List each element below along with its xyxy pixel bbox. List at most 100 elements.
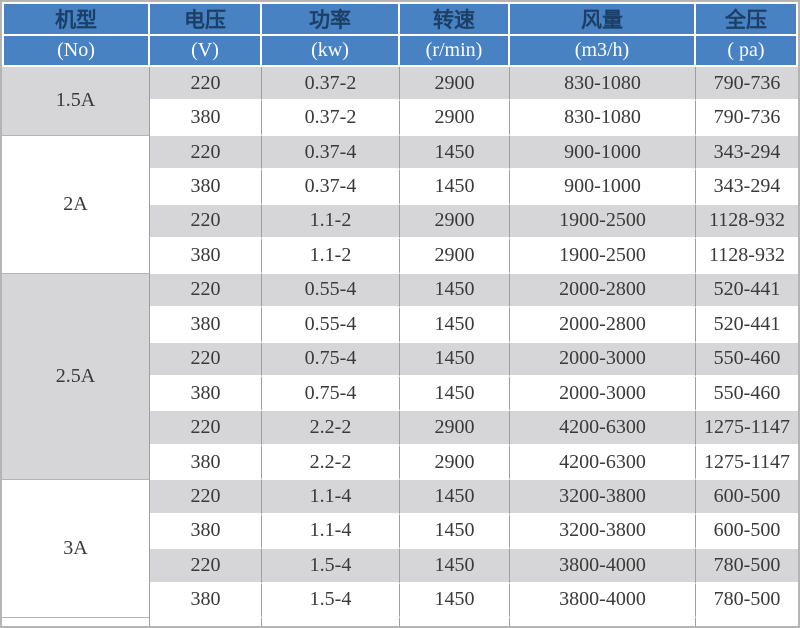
spec-cell: 380 xyxy=(150,170,262,205)
spec-cell: 380 xyxy=(150,514,262,550)
table-row: 380 0.55-4 1450 2000-2800 520-441 xyxy=(2,308,798,343)
spec-cell: 2900 xyxy=(400,67,510,102)
spec-cell: 1128-932 xyxy=(696,204,798,240)
table-row: 2A 220 0.37-4 1450 900-1000 343-294 xyxy=(2,135,798,274)
spec-cell: 0.55-4 xyxy=(262,308,400,343)
spec-cell: 2900 xyxy=(400,239,510,274)
filler-cell xyxy=(2,618,150,626)
spec-cell: 1450 xyxy=(400,480,510,515)
spec-cell: 1.5-4 xyxy=(262,583,400,618)
spec-cell: 220 xyxy=(150,411,262,446)
col-unit-voltage: (V) xyxy=(150,36,262,67)
model-cell: 1.5A xyxy=(2,67,150,136)
spec-cell: 3200-3800 xyxy=(510,514,696,550)
spec-cell: 2000-3000 xyxy=(510,342,696,377)
spec-cell: 1.1-2 xyxy=(262,204,400,240)
spec-cell: 520-441 xyxy=(696,273,798,309)
spec-cell: 1450 xyxy=(400,583,510,618)
table-row: 3A 220 1.1-4 1450 3200-3800 600-500 xyxy=(2,480,798,618)
spec-cell: 220 xyxy=(150,549,262,584)
spec-cell: 1450 xyxy=(400,514,510,550)
table-row: 380 1.1-4 1450 3200-3800 600-500 xyxy=(2,514,798,550)
spec-cell: 1.1-4 xyxy=(262,480,400,515)
filler-cell xyxy=(400,618,510,626)
spec-cell: 2900 xyxy=(400,101,510,136)
spec-cell: 1.5-4 xyxy=(262,549,400,584)
col-unit-speed: (r/min) xyxy=(400,36,510,67)
spec-cell: 220 xyxy=(150,204,262,240)
spec-cell: 1275-1147 xyxy=(696,445,798,481)
spec-cell: 220 xyxy=(150,342,262,377)
spec-cell: 0.37-4 xyxy=(262,170,400,205)
col-header-voltage: 电压 xyxy=(150,2,262,36)
spec-cell: 220 xyxy=(150,480,262,515)
table-row: 380 0.37-2 2900 830-1080 790-736 xyxy=(2,101,798,136)
table-row: 380 1.5-4 1450 3800-4000 780-500 xyxy=(2,583,798,618)
spec-cell: 2000-3000 xyxy=(510,376,696,412)
col-unit-airflow: (m3/h) xyxy=(510,36,696,67)
spec-cell: 2.2-2 xyxy=(262,445,400,481)
spec-cell: 830-1080 xyxy=(510,101,696,136)
col-header-airflow: 风量 xyxy=(510,2,696,36)
spec-cell: 380 xyxy=(150,308,262,343)
spec-cell: 3800-4000 xyxy=(510,549,696,584)
table-bottom-filler xyxy=(2,618,798,626)
table-row: 1.5A 220 0.37-2 2900 830-1080 790-736 xyxy=(2,67,798,136)
spec-cell: 4200-6300 xyxy=(510,445,696,481)
spec-cell: 0.37-2 xyxy=(262,67,400,102)
spec-cell: 550-460 xyxy=(696,376,798,412)
spec-cell: 220 xyxy=(150,135,262,171)
spec-cell: 550-460 xyxy=(696,342,798,377)
spec-cell: 780-500 xyxy=(696,583,798,618)
table-row: 380 1.1-2 2900 1900-2500 1128-932 xyxy=(2,239,798,274)
spec-cell: 600-500 xyxy=(696,514,798,550)
header-unit-row: (No) (V) (kw) (r/min) (m3/h) ( pa) xyxy=(2,36,798,67)
filler-cell xyxy=(510,618,696,626)
col-header-pressure: 全压 xyxy=(696,2,798,36)
spec-cell: 1450 xyxy=(400,135,510,171)
spec-cell: 4200-6300 xyxy=(510,411,696,446)
spec-cell: 1128-932 xyxy=(696,239,798,274)
spec-cell: 1.1-2 xyxy=(262,239,400,274)
spec-cell: 0.75-4 xyxy=(262,342,400,377)
spec-cell: 1450 xyxy=(400,549,510,584)
spec-cell: 1275-1147 xyxy=(696,411,798,446)
spec-cell: 780-500 xyxy=(696,549,798,584)
spec-cell: 343-294 xyxy=(696,170,798,205)
spec-cell: 1900-2500 xyxy=(510,239,696,274)
header-title-row: 机型 电压 功率 转速 风量 全压 xyxy=(2,2,798,36)
filler-cell xyxy=(696,618,798,626)
spec-cell: 520-441 xyxy=(696,308,798,343)
col-unit-model: (No) xyxy=(2,36,150,67)
spec-cell: 1450 xyxy=(400,170,510,205)
spec-cell: 380 xyxy=(150,239,262,274)
spec-cell: 3800-4000 xyxy=(510,583,696,618)
spec-cell: 343-294 xyxy=(696,135,798,171)
table-row: 2.5A 220 0.55-4 1450 2000-2800 520-441 xyxy=(2,273,798,481)
spec-cell: 380 xyxy=(150,445,262,481)
spec-cell: 2900 xyxy=(400,445,510,481)
spec-cell: 900-1000 xyxy=(510,135,696,171)
spec-cell: 380 xyxy=(150,376,262,412)
col-header-model: 机型 xyxy=(2,2,150,36)
spec-cell: 0.37-2 xyxy=(262,101,400,136)
table-row: 220 2.2-2 2900 4200-6300 1275-1147 xyxy=(2,411,798,446)
spec-table-body: 1.5A 220 0.37-2 2900 830-1080 790-736 380 0.37-… xyxy=(2,67,798,626)
table-row: 380 0.75-4 1450 2000-3000 550-460 xyxy=(2,376,798,412)
spec-cell: 900-1000 xyxy=(510,170,696,205)
spec-cell: 1450 xyxy=(400,376,510,412)
col-header-speed: 转速 xyxy=(400,2,510,36)
spec-cell: 2.2-2 xyxy=(262,411,400,446)
spec-cell: 600-500 xyxy=(696,480,798,515)
spec-cell: 1900-2500 xyxy=(510,204,696,240)
spec-cell: 2900 xyxy=(400,411,510,446)
table-row: 220 1.5-4 1450 3800-4000 780-500 xyxy=(2,549,798,584)
spec-cell: 1450 xyxy=(400,342,510,377)
model-cell: 2.5A xyxy=(2,273,150,481)
spec-cell: 830-1080 xyxy=(510,67,696,102)
table-header: 机型 电压 功率 转速 风量 全压 (No) (V) (kw) (r/min) … xyxy=(2,2,798,67)
table-row: 380 2.2-2 2900 4200-6300 1275-1147 xyxy=(2,445,798,481)
filler-cell xyxy=(150,618,262,626)
